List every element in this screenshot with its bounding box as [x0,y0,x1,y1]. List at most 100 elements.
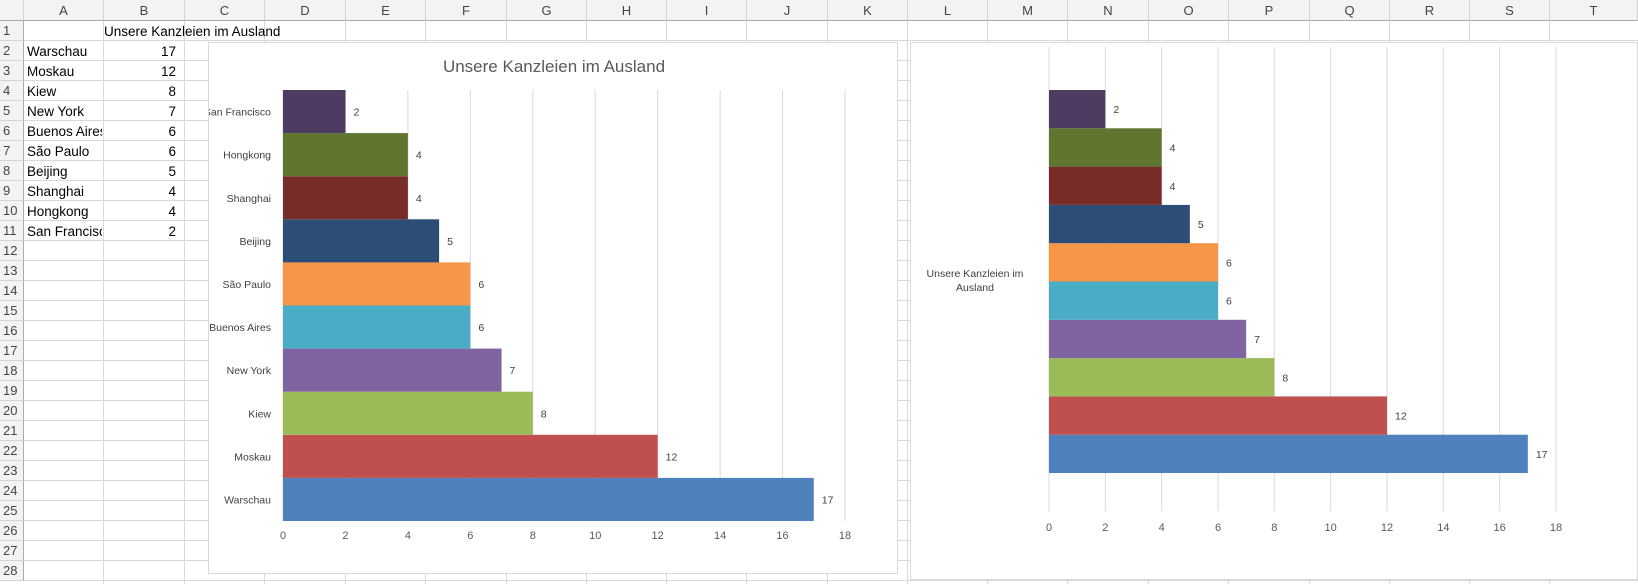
row-header-28[interactable]: 28 [0,561,24,581]
cell-city[interactable]: Hongkong [27,204,89,219]
cell-city[interactable]: Moskau [27,64,75,79]
row-header-4[interactable]: 4 [0,81,24,101]
column-header-t[interactable]: T [1550,0,1638,21]
column-gridline [184,21,185,584]
row-header-12[interactable]: 12 [0,241,24,261]
row-header-22[interactable]: 22 [0,441,24,461]
column-header-q[interactable]: Q [1310,0,1390,21]
cell-value[interactable]: 6 [168,144,176,159]
chart-2-plot: 0 2 4 6 8 10 12 14 16 18 17 12 8 7 6 6 5 4 4 2 Unsere Kanzle… [927,47,1562,534]
select-all-corner[interactable] [0,0,24,21]
row-header-25[interactable]: 25 [0,501,24,521]
row-header-17[interactable]: 17 [0,341,24,361]
row-header-14[interactable]: 14 [0,281,24,301]
column-header-j[interactable]: J [747,0,828,21]
column-header-n[interactable]: N [1068,0,1149,21]
cell-city[interactable]: São Paulo [27,144,90,159]
column-header-d[interactable]: D [265,0,346,21]
row-header-5[interactable]: 5 [0,101,24,121]
column-header-c[interactable]: C [185,0,265,21]
chart-2-category-label-line: Ausland [956,282,994,294]
row-header-10[interactable]: 10 [0,201,24,221]
chart-2-x-tick-label: 12 [1381,522,1393,534]
row-header-9[interactable]: 9 [0,181,24,201]
chart-1-bar [283,133,408,177]
row-header-8[interactable]: 8 [0,161,24,181]
column-gridline [103,21,104,584]
row-header-11[interactable]: 11 [0,221,24,241]
cell-value[interactable]: 7 [168,104,176,119]
column-header-b[interactable]: B [104,0,185,21]
column-header-h[interactable]: H [587,0,667,21]
chart-1-data-label: 4 [416,150,422,162]
column-header-p[interactable]: P [1229,0,1310,21]
chart-2-data-label: 6 [1226,296,1232,308]
cell-city[interactable]: San Francisco [27,224,102,239]
row-header-16[interactable]: 16 [0,321,24,341]
column-header-l[interactable]: L [908,0,988,21]
chart-1-title: Unsere Kanzleien im Ausland [442,57,666,76]
chart-2-data-label: 7 [1254,334,1260,346]
chart-1-data-label: 2 [353,107,359,119]
chart-1-x-tick-label: 16 [776,530,788,542]
column-header-k[interactable]: K [828,0,908,21]
cell-city[interactable]: Warschau [27,44,88,59]
row-gridline [24,40,1638,41]
chart-1[interactable]: Unsere Kanzleien im Ausland 0 2 4 6 8 10 12 14 1… [208,42,898,574]
cell-value[interactable]: 4 [168,184,176,199]
chart-2-bar [1049,434,1528,473]
chart-2-x-tick-label: 10 [1325,522,1337,534]
cell-value[interactable]: 17 [160,44,176,59]
chart-2-bar [1049,319,1247,359]
chart-2-data-label: 17 [1536,449,1548,461]
cell-city[interactable]: New York [27,104,85,119]
cell-value[interactable]: 6 [168,124,176,139]
chart-1-x-tick-label: 18 [839,530,851,542]
row-header-23[interactable]: 23 [0,461,24,481]
cell-city[interactable]: Shanghai [27,184,85,199]
cell-city[interactable]: Kiew [27,84,57,99]
chart-1-bar [283,477,814,521]
column-header-i[interactable]: I [667,0,747,21]
chart-2-data-label: 8 [1282,372,1288,384]
column-header-g[interactable]: G [507,0,587,21]
cell-value[interactable]: 5 [168,164,176,179]
row-header-1[interactable]: 1 [0,21,24,41]
column-header-f[interactable]: F [426,0,507,21]
chart-1-data-label: 4 [416,193,422,205]
cell-value[interactable]: 2 [168,224,176,239]
cell-city[interactable]: Buenos Aires [27,124,102,139]
column-header-m[interactable]: M [988,0,1068,21]
row-header-18[interactable]: 18 [0,361,24,381]
chart-1-category-label: Hongkong [223,150,271,162]
column-header-e[interactable]: E [346,0,426,21]
row-header-21[interactable]: 21 [0,421,24,441]
chart-2-bar [1049,396,1387,435]
chart-2-category-label: Unsere Kanzleien im Ausland [927,268,1024,294]
chart-1-x-tick-label: 12 [652,530,664,542]
cell-city[interactable]: Beijing [27,164,68,179]
row-header-13[interactable]: 13 [0,261,24,281]
row-header-19[interactable]: 19 [0,381,24,401]
row-header-6[interactable]: 6 [0,121,24,141]
chart-2[interactable]: 0 2 4 6 8 10 12 14 16 18 17 12 8 7 6 6 5 4 4 2 Unsere Kanzle… [910,42,1638,580]
row-header-15[interactable]: 15 [0,301,24,321]
column-header-o[interactable]: O [1149,0,1229,21]
row-header-24[interactable]: 24 [0,481,24,501]
row-header-7[interactable]: 7 [0,141,24,161]
column-header-s[interactable]: S [1470,0,1550,21]
chart-1-x-tick-label: 10 [589,530,601,542]
cell-value[interactable]: 4 [168,204,176,219]
cell-value[interactable]: 8 [168,84,176,99]
row-header-26[interactable]: 26 [0,521,24,541]
row-header-3[interactable]: 3 [0,61,24,81]
cell-value[interactable]: 12 [160,64,176,79]
row-header-20[interactable]: 20 [0,401,24,421]
cell-b1-header[interactable]: Unsere Kanzleien im Ausland [104,24,281,39]
column-header-a[interactable]: A [24,0,104,21]
column-header-r[interactable]: R [1390,0,1470,21]
row-header-2[interactable]: 2 [0,41,24,61]
chart-2-bar [1049,128,1162,167]
row-header-27[interactable]: 27 [0,541,24,561]
